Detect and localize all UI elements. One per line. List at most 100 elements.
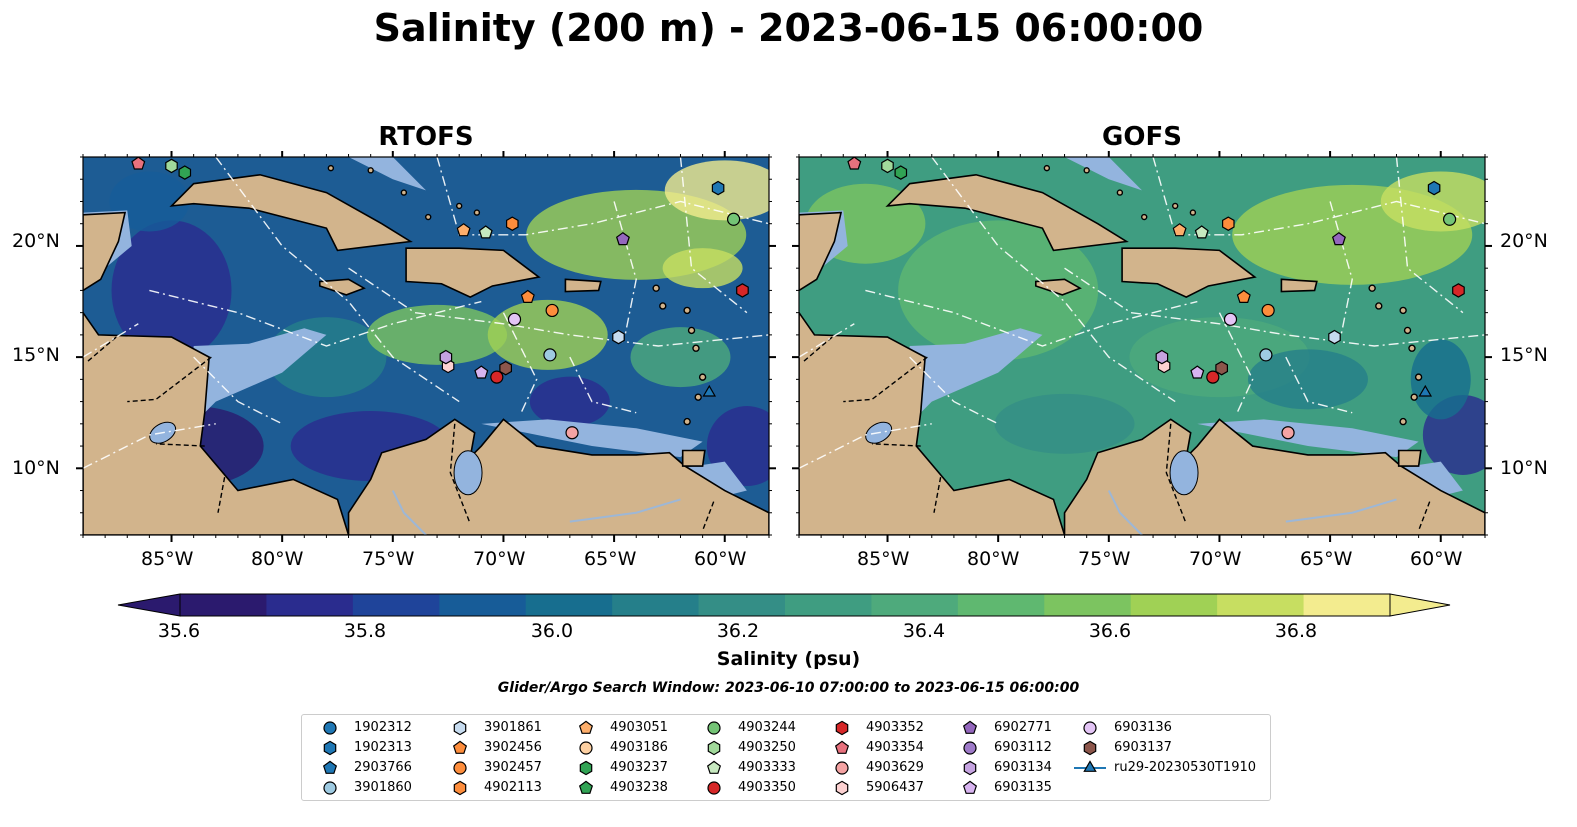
- colorbar-segment: [352, 594, 440, 616]
- legend-marker: [835, 761, 849, 775]
- legend-marker-shape: [707, 781, 721, 795]
- legend-label: 6903137: [1114, 740, 1172, 755]
- legend-label: 4903333: [738, 760, 796, 775]
- legend-marker-shape: [578, 720, 594, 734]
- platform-marker: [1194, 225, 1209, 239]
- colorbar-tick-label: 36.2: [716, 620, 760, 642]
- x-tick-label-right: 70°W: [1189, 548, 1242, 570]
- legend-label: 4903350: [738, 780, 796, 795]
- platform-marker: [702, 384, 717, 397]
- legend-marker: [579, 741, 593, 755]
- legend-marker-shape: [579, 760, 593, 776]
- platform-marker: [1418, 384, 1433, 397]
- colorbar-segment: [525, 594, 613, 616]
- colorbar-tick-label: 36.4: [902, 620, 946, 642]
- legend-marker-shape: [707, 721, 721, 735]
- legend-marker-shape: [453, 761, 467, 775]
- x-tick-label-left: 75°W: [362, 548, 415, 570]
- legend-marker-shape: [834, 740, 850, 754]
- platform-marker: [474, 365, 489, 379]
- legend-marker: [707, 721, 721, 735]
- y-tick-label-left: 15°N: [12, 344, 60, 366]
- map-gofs: [792, 151, 1492, 542]
- legend-marker: [579, 760, 593, 776]
- x-tick-label-left: 80°W: [251, 548, 304, 570]
- legend-label: 4903629: [866, 760, 924, 775]
- platform-marker: [1172, 223, 1187, 237]
- colorbar-segment: [1130, 594, 1218, 616]
- map-panel-rtofs: [76, 151, 1492, 542]
- panel-title-rtofs: RTOFS: [378, 122, 474, 152]
- legend-marker-shape: [707, 740, 721, 756]
- legend-marker-shape: [323, 721, 337, 735]
- colorbar-segment: [1044, 594, 1132, 616]
- legend-marker-shape: [835, 780, 849, 796]
- legend-label: 4903238: [610, 780, 668, 795]
- platform-marker: [736, 283, 749, 298]
- platform-marker: [520, 289, 535, 303]
- x-tick-label-left: 60°W: [694, 548, 747, 570]
- legend-label: 3902456: [484, 740, 542, 755]
- platform-marker: [881, 158, 894, 174]
- legend-label: 4903244: [738, 720, 796, 735]
- platform-marker: [507, 312, 522, 326]
- legend-marker-shape: [322, 760, 338, 774]
- legend-marker: [707, 781, 721, 795]
- platform-marker: [847, 157, 862, 170]
- colorbar-tick-label: 36.6: [1088, 620, 1132, 642]
- platform-marker: [726, 212, 741, 226]
- colorbar-label: Salinity (psu): [716, 648, 861, 670]
- legend-marker-shape: [962, 720, 978, 734]
- legend-marker: [323, 721, 337, 735]
- colorbar-extend-low: [117, 593, 181, 617]
- legend-label: 6903134: [994, 760, 1052, 775]
- legend-marker: [578, 780, 594, 794]
- x-tick-label-right: 85°W: [857, 548, 910, 570]
- platform-marker: [1427, 180, 1441, 196]
- legend-marker: [834, 740, 850, 754]
- colorbar-segment: [180, 594, 267, 616]
- legend-marker: [1083, 740, 1097, 756]
- figure-title: Salinity (200 m) - 2023-06-15 06:00:00: [373, 6, 1204, 50]
- legend-marker: [835, 780, 849, 796]
- platform-marker: [543, 348, 557, 362]
- legend-label: 6903135: [994, 780, 1052, 795]
- legend-label: 4903352: [866, 720, 924, 735]
- legend-label: 2903766: [354, 760, 412, 775]
- platform-marker: [1261, 303, 1275, 318]
- colorbar-extend-high: [1389, 593, 1451, 617]
- legend-marker: [962, 780, 978, 794]
- legend-label: ru29-20230530T1910: [1114, 760, 1257, 775]
- colorbar-segment: [1303, 594, 1391, 616]
- platform-marker: [1452, 283, 1465, 298]
- legend-label: 5906437: [866, 780, 924, 795]
- legend-label: 6903136: [1114, 720, 1172, 735]
- legend-marker-shape: [453, 720, 467, 736]
- platform-marker: [615, 231, 630, 246]
- x-tick-label-left: 70°W: [473, 548, 526, 570]
- legend-marker-shape: [1083, 760, 1097, 772]
- legend-label: 1902312: [354, 720, 412, 735]
- map-rtofs: [76, 151, 776, 542]
- platform-marker: [1215, 360, 1229, 376]
- legend-marker: [962, 720, 978, 734]
- legend-label: 1902313: [354, 740, 412, 755]
- legend-marker-shape: [323, 740, 337, 756]
- platform-marker: [1331, 231, 1346, 246]
- colorbar: [117, 593, 1451, 617]
- y-tick-label-right: 15°N: [1500, 344, 1548, 366]
- legend-marker: [452, 740, 468, 754]
- legend-marker-shape: [579, 741, 593, 755]
- platform-marker: [131, 157, 146, 170]
- legend-marker-shape: [963, 741, 977, 755]
- legend-marker-shape: [835, 761, 849, 775]
- platform-marker: [506, 216, 519, 231]
- legend-marker-shape: [835, 720, 849, 736]
- platform-marker: [1206, 370, 1220, 384]
- y-tick-label-left: 20°N: [12, 230, 60, 252]
- colorbar-segment: [785, 594, 872, 616]
- legend-marker: [323, 740, 337, 756]
- platform-marker: [1442, 212, 1457, 226]
- platform-marker: [499, 360, 512, 376]
- legend-label: 4903354: [866, 740, 924, 755]
